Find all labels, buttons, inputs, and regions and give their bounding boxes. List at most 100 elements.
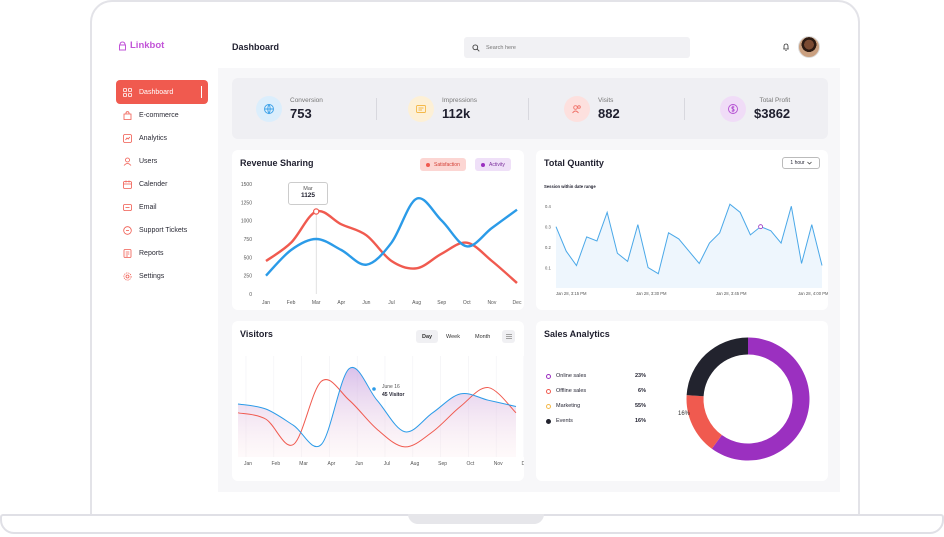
legend-activity[interactable]: Activity xyxy=(475,158,511,171)
x-tick-label: Jan 28, 4:00 PM xyxy=(798,291,828,296)
revenue-chart: 1500 1250 1000 750 500 250 0 Jan Feb Mar Apr Jun Jul… xyxy=(241,182,522,306)
sidebar-item-e-commerce[interactable]: E-commerce xyxy=(116,104,208,127)
y-tick-label: 1250 xyxy=(241,200,252,206)
analytics-icon xyxy=(123,134,132,143)
visitors-chart: Jan Feb Mar Apr Jun Jul Aug Sep Oct Nov Dec xyxy=(237,356,524,467)
x-tick-label: Mar xyxy=(299,461,308,467)
search-box[interactable] xyxy=(464,37,690,58)
stat-divider xyxy=(684,98,685,120)
sidebar-item-label: Support Tickets xyxy=(139,227,188,234)
quantity-chart: 0.4 0.3 0.2 0.1 Jan 28, 3:15 PM Jan 28, 3:30 … xyxy=(545,203,828,296)
sales-label: Online sales xyxy=(556,373,587,379)
dropdown-label: 1 hour xyxy=(790,160,805,166)
stat-value: 753 xyxy=(290,105,312,121)
x-tick-label: Jan xyxy=(262,300,270,306)
sidebar-item-dashboard[interactable]: Dashboard xyxy=(116,80,208,104)
bell-icon[interactable] xyxy=(781,42,791,52)
tab-week[interactable]: Week xyxy=(440,330,466,343)
legend-dot xyxy=(546,388,551,394)
logo-text: Linkbot xyxy=(130,40,165,51)
stat-label: Total Profit xyxy=(759,96,791,104)
stat-value: 882 xyxy=(598,105,620,121)
search-input[interactable] xyxy=(486,44,666,51)
stat-conversion: Conversion 753 xyxy=(256,78,323,139)
visitors-title: Visitors xyxy=(240,329,273,339)
visitors-area xyxy=(238,367,516,457)
activity-dot xyxy=(481,162,485,167)
donut-segment xyxy=(686,395,722,449)
revenue-title: Revenue Sharing xyxy=(240,158,314,168)
sidebar-item-email[interactable]: Email xyxy=(116,196,208,219)
stat-visits: Visits 882 xyxy=(564,78,620,139)
legend-activity-label: Activity xyxy=(489,161,505,168)
sidebar: Linkbot Dashboard E-commerce Analytics User… xyxy=(104,28,218,492)
y-tick-label: 250 xyxy=(244,274,253,280)
x-tick-label: Feb xyxy=(287,300,296,306)
x-tick-label: Sep xyxy=(437,300,446,306)
sidebar-nav: Dashboard E-commerce Analytics Users Calende… xyxy=(116,80,208,288)
stat-value: 112k xyxy=(442,105,471,121)
sales-legend-row: Marketing 55% xyxy=(546,403,646,409)
legend-satisfaction[interactable]: Satisfaction xyxy=(420,158,466,171)
calendar-icon xyxy=(123,180,132,189)
visitors-line-red xyxy=(237,379,517,448)
grid-icon xyxy=(123,87,132,97)
donut-segment xyxy=(686,337,748,397)
time-range-dropdown[interactable]: 1 hour xyxy=(782,157,820,169)
stat-divider xyxy=(528,98,529,120)
visitors-card: Visitors Day Week Month Jan Feb Mar Apr Jun J… xyxy=(232,321,524,481)
menu-icon[interactable] xyxy=(502,330,515,343)
stat-divider xyxy=(376,98,377,120)
shopping-bag-icon xyxy=(123,111,132,120)
sidebar-item-settings[interactable]: Settings xyxy=(116,265,208,288)
search-icon xyxy=(472,43,480,52)
mail-icon xyxy=(123,203,132,212)
tab-month-label: Month xyxy=(475,333,491,340)
dashboard-screen: Linkbot Dashboard E-commerce Analytics User… xyxy=(104,28,840,492)
y-tick-label: 0 xyxy=(249,292,252,298)
sidebar-item-label: Calender xyxy=(139,181,168,188)
sales-legend-row: Offline sales 6% xyxy=(546,388,646,394)
x-tick-label: Mar xyxy=(312,300,321,306)
sidebar-item-users[interactable]: Users xyxy=(116,150,208,173)
sidebar-item-reports[interactable]: Reports xyxy=(116,242,208,265)
stat-impressions: Impressions 112k xyxy=(408,78,477,139)
logo[interactable]: Linkbot xyxy=(118,40,164,51)
hamburger-icon xyxy=(505,334,512,339)
y-tick-label: 1500 xyxy=(241,182,252,188)
hover-point xyxy=(758,224,764,230)
sales-pct: 16% xyxy=(634,418,646,424)
avatar[interactable] xyxy=(798,36,820,58)
sidebar-item-support-tickets[interactable]: Support Tickets xyxy=(116,219,208,242)
stats-bar: Conversion 753 Impressions 112k Visits 882 Tot… xyxy=(232,78,828,139)
sales-pct: 6% xyxy=(638,388,646,394)
sidebar-item-calender[interactable]: Calender xyxy=(116,173,208,196)
visitors-line-blue xyxy=(237,366,517,448)
x-tick-label: Jan xyxy=(244,461,252,467)
tab-day[interactable]: Day xyxy=(416,330,439,343)
sales-pct: 55% xyxy=(634,403,646,409)
x-tick-label: Nov xyxy=(487,300,496,306)
stat-label: Impressions xyxy=(442,96,478,104)
donut-segment xyxy=(711,337,810,461)
tab-month[interactable]: Month xyxy=(469,330,496,343)
y-tick-label: 750 xyxy=(244,237,253,243)
sales-card: Sales Analytics Online sales 23% Offline s… xyxy=(536,321,828,481)
chat-icon xyxy=(123,226,132,235)
y-tick-label: 0.2 xyxy=(545,245,551,250)
series-line-activity xyxy=(265,197,518,277)
sales-legend-row: Online sales 23% xyxy=(546,373,646,379)
y-tick-label: 1000 xyxy=(241,219,252,225)
series-line-satisfaction xyxy=(265,209,518,284)
revenue-tooltip: Mar 1125 xyxy=(288,182,328,205)
stat-value: $3862 xyxy=(754,105,791,121)
hover-point xyxy=(312,208,320,215)
legend-satisfaction-label: Satisfaction xyxy=(434,161,460,168)
sales-donut xyxy=(686,337,810,461)
active-indicator xyxy=(201,86,202,98)
sidebar-item-label: Dashboard xyxy=(139,88,174,96)
user-icon xyxy=(123,157,132,166)
tab-day-label: Day xyxy=(422,333,433,340)
x-tick-label: Jan 28, 3:15 PM xyxy=(556,291,587,296)
sidebar-item-analytics[interactable]: Analytics xyxy=(116,127,208,150)
